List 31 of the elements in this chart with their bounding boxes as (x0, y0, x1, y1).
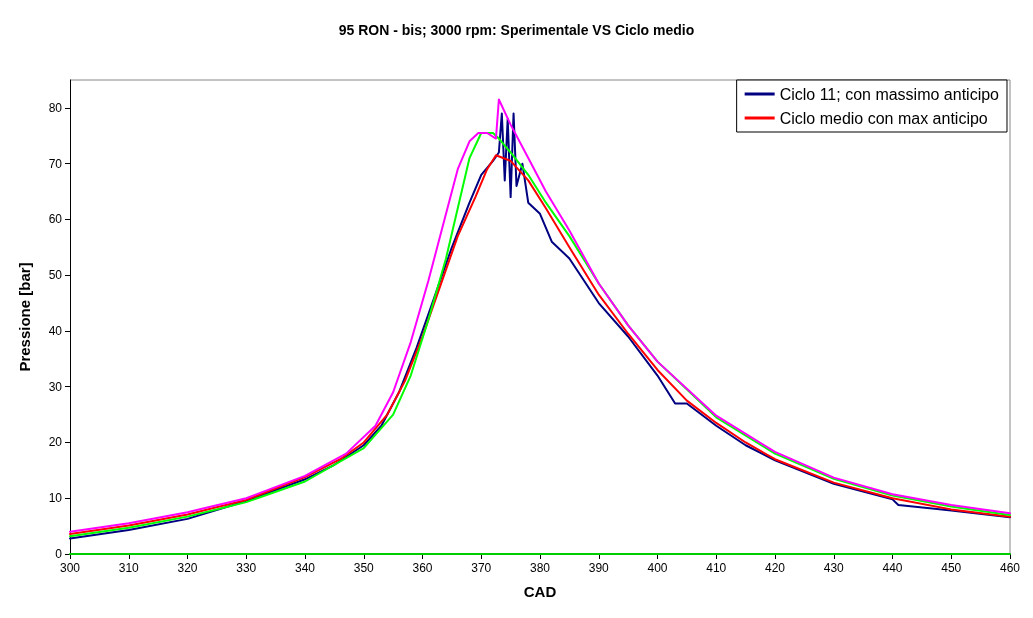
legend-label: Ciclo 11; con massimo anticipo (779, 85, 1000, 103)
x-tick-label: 300 (59, 561, 81, 575)
x-tick-label: 430 (823, 561, 845, 575)
x-tick-label: 360 (412, 561, 433, 575)
y-tick-label: 70 (48, 156, 63, 171)
x-axis-title: CAD (523, 583, 557, 600)
x-tick-label: 340 (294, 561, 316, 575)
x-tick-label: 390 (588, 561, 610, 575)
x-tick-label: 420 (764, 561, 786, 575)
y-tick-label: 10 (48, 491, 63, 506)
x-tick-label: 440 (882, 561, 903, 575)
y-tick-label: 40 (48, 323, 63, 338)
y-tick-label: 0 (55, 547, 63, 561)
y-axis-title: Pressione [bar] (16, 262, 33, 372)
x-tick-label: 350 (353, 561, 375, 575)
y-tick-label: 60 (48, 212, 63, 227)
x-tick-label: 380 (529, 561, 551, 575)
y-tick-label: 20 (48, 435, 63, 450)
y-tick-label: 50 (48, 268, 63, 283)
y-tick-label: 30 (48, 379, 63, 394)
x-tick-label: 410 (706, 561, 727, 575)
y-tick-label: 80 (48, 100, 63, 115)
x-tick-label: 320 (177, 561, 198, 575)
chart-title: 95 RON - bis; 3000 rpm: Sperimentale VS Ciclo medio (338, 22, 695, 38)
x-tick-label: 450 (941, 561, 962, 575)
legend-label: Ciclo medio con max anticipo (779, 109, 988, 127)
x-tick-label: 370 (471, 561, 492, 575)
x-tick-label: 400 (647, 561, 668, 575)
x-tick-label: 310 (118, 561, 140, 575)
x-tick-label: 330 (236, 561, 257, 575)
x-tick-label: 460 (999, 561, 1021, 575)
